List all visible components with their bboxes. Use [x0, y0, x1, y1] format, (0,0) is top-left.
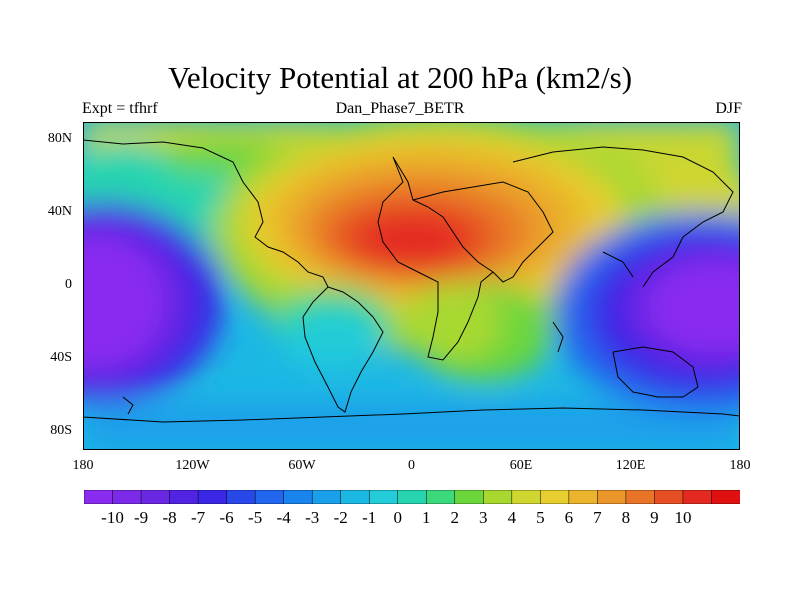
colorbar-tick-label: 9	[650, 508, 659, 527]
colorbar-swatch	[112, 490, 142, 504]
colorbar-swatch	[254, 490, 285, 504]
season-label: DJF	[715, 100, 742, 117]
colorbar-swatch	[426, 490, 456, 504]
colorbar-tick-label: 0	[393, 508, 402, 527]
colorbar-swatch	[568, 490, 599, 504]
lat-tick-label: 0	[65, 277, 72, 292]
colorbar-swatch	[540, 490, 570, 504]
colorbar-tick-label: 10	[674, 508, 692, 527]
colorbar-tick-label: 4	[507, 508, 517, 527]
colorbar-swatch	[397, 490, 428, 504]
colorbar-tick-label: -4	[276, 508, 291, 527]
colorbar-tick-label: -10	[101, 508, 124, 527]
colorbar-tick-label: -5	[248, 508, 263, 527]
colorbar-tick-label: 5	[536, 508, 545, 527]
lon-tick-label: 120W	[175, 458, 210, 473]
colorbar-swatch	[511, 490, 542, 504]
colorbar-tick-label: -9	[133, 508, 149, 527]
lat-tick-label: 40S	[50, 350, 72, 365]
colorbar-swatch	[226, 490, 256, 504]
colorbar-tick-label: -2	[333, 508, 348, 527]
colorbar-swatch	[140, 490, 171, 504]
map-frame	[83, 122, 740, 450]
lon-tick-label: 60E	[509, 458, 533, 473]
colorbar-tick-label: 7	[593, 508, 602, 527]
colorbar-swatch	[654, 490, 684, 504]
lon-tick-label: 180	[72, 458, 94, 473]
colorbar-tick-label: 2	[450, 508, 460, 527]
colorbar-swatch	[711, 490, 740, 504]
colorbar-swatch	[368, 490, 399, 504]
colorbar-tick-label: -3	[305, 508, 320, 527]
colorbar-tick-label: -6	[219, 508, 234, 527]
colorbar-swatch	[84, 490, 114, 504]
colorbar-swatch	[340, 490, 370, 504]
run-name-label: Dan_Phase7_BETR	[335, 100, 465, 117]
velocity-potential-map	[83, 122, 740, 450]
lon-tick-label: 0	[408, 458, 415, 473]
experiment-label: Expt = tfhrf	[82, 100, 158, 117]
lat-tick-label: 40N	[47, 204, 72, 219]
colorbar-tick-label: -1	[362, 508, 377, 527]
colorbar-swatch	[283, 490, 313, 504]
colorbar-swatch	[483, 490, 513, 504]
colorbar-swatch	[169, 490, 199, 504]
field-contours	[83, 122, 740, 450]
colorbar-swatch	[197, 490, 228, 504]
colorbar-swatch	[682, 490, 713, 504]
colorbar-tick-label: 6	[564, 508, 574, 527]
lon-tick-label: 60W	[288, 458, 316, 473]
lon-tick-label: 120E	[615, 458, 646, 473]
colorbar-tick-label: 3	[479, 508, 488, 527]
colorbar-tick-label: 1	[422, 508, 431, 527]
lat-tick-label: 80N	[47, 131, 72, 146]
colorbar-tick-label: 8	[621, 508, 631, 527]
lon-tick-label: 180	[729, 458, 751, 473]
colorbar-tick-label: -7	[190, 508, 206, 527]
colorbar-swatch	[454, 490, 485, 504]
chart-title: Velocity Potential at 200 hPa (km2/s)	[167, 60, 633, 95]
colorbar-tick-label: -8	[162, 508, 177, 527]
colorbar-swatch	[625, 490, 656, 504]
lat-tick-label: 80S	[50, 423, 72, 438]
colorbar	[84, 490, 740, 504]
colorbar-swatch	[311, 490, 342, 504]
colorbar-swatch	[597, 490, 627, 504]
coastlines	[83, 139, 740, 423]
